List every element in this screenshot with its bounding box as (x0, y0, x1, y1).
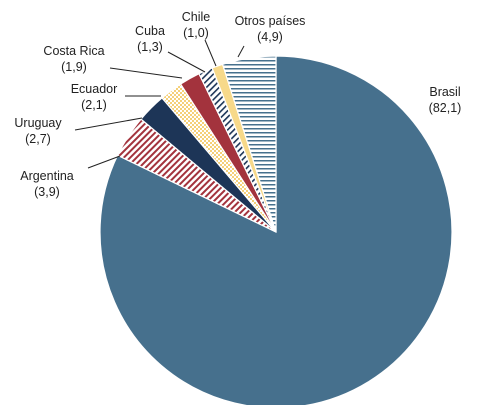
slice-label-value: (2,1) (81, 98, 107, 112)
slice-label-name: Argentina (20, 169, 74, 183)
slice-label-value: (1,3) (137, 40, 163, 54)
slice-label-value: (1,9) (61, 60, 87, 74)
leader-line (167, 51, 206, 73)
leader-line (87, 155, 121, 169)
slice-label-name: Brasil (429, 85, 460, 99)
slice-label-name: Uruguay (14, 116, 62, 130)
leader-line (204, 39, 217, 67)
slice-label-name: Otros países (235, 14, 306, 28)
pie-slice-brasil (99, 55, 453, 405)
slice-label-name: Cuba (135, 24, 165, 38)
leader-line (109, 67, 183, 79)
leader-line (74, 117, 143, 131)
slice-label-value: (4,9) (257, 30, 283, 44)
slice-label-name: Ecuador (71, 82, 118, 96)
slice-label-name: Costa Rica (43, 44, 104, 58)
slice-label-value: (1,0) (183, 26, 209, 40)
slice-label-value: (82,1) (429, 101, 462, 115)
leader-line (237, 45, 245, 58)
slice-label-value: (3,9) (34, 185, 60, 199)
slice-label-name: Chile (182, 10, 211, 24)
pie-slice-otros-países (221, 55, 277, 233)
slice-label-value: (2,7) (25, 132, 51, 146)
